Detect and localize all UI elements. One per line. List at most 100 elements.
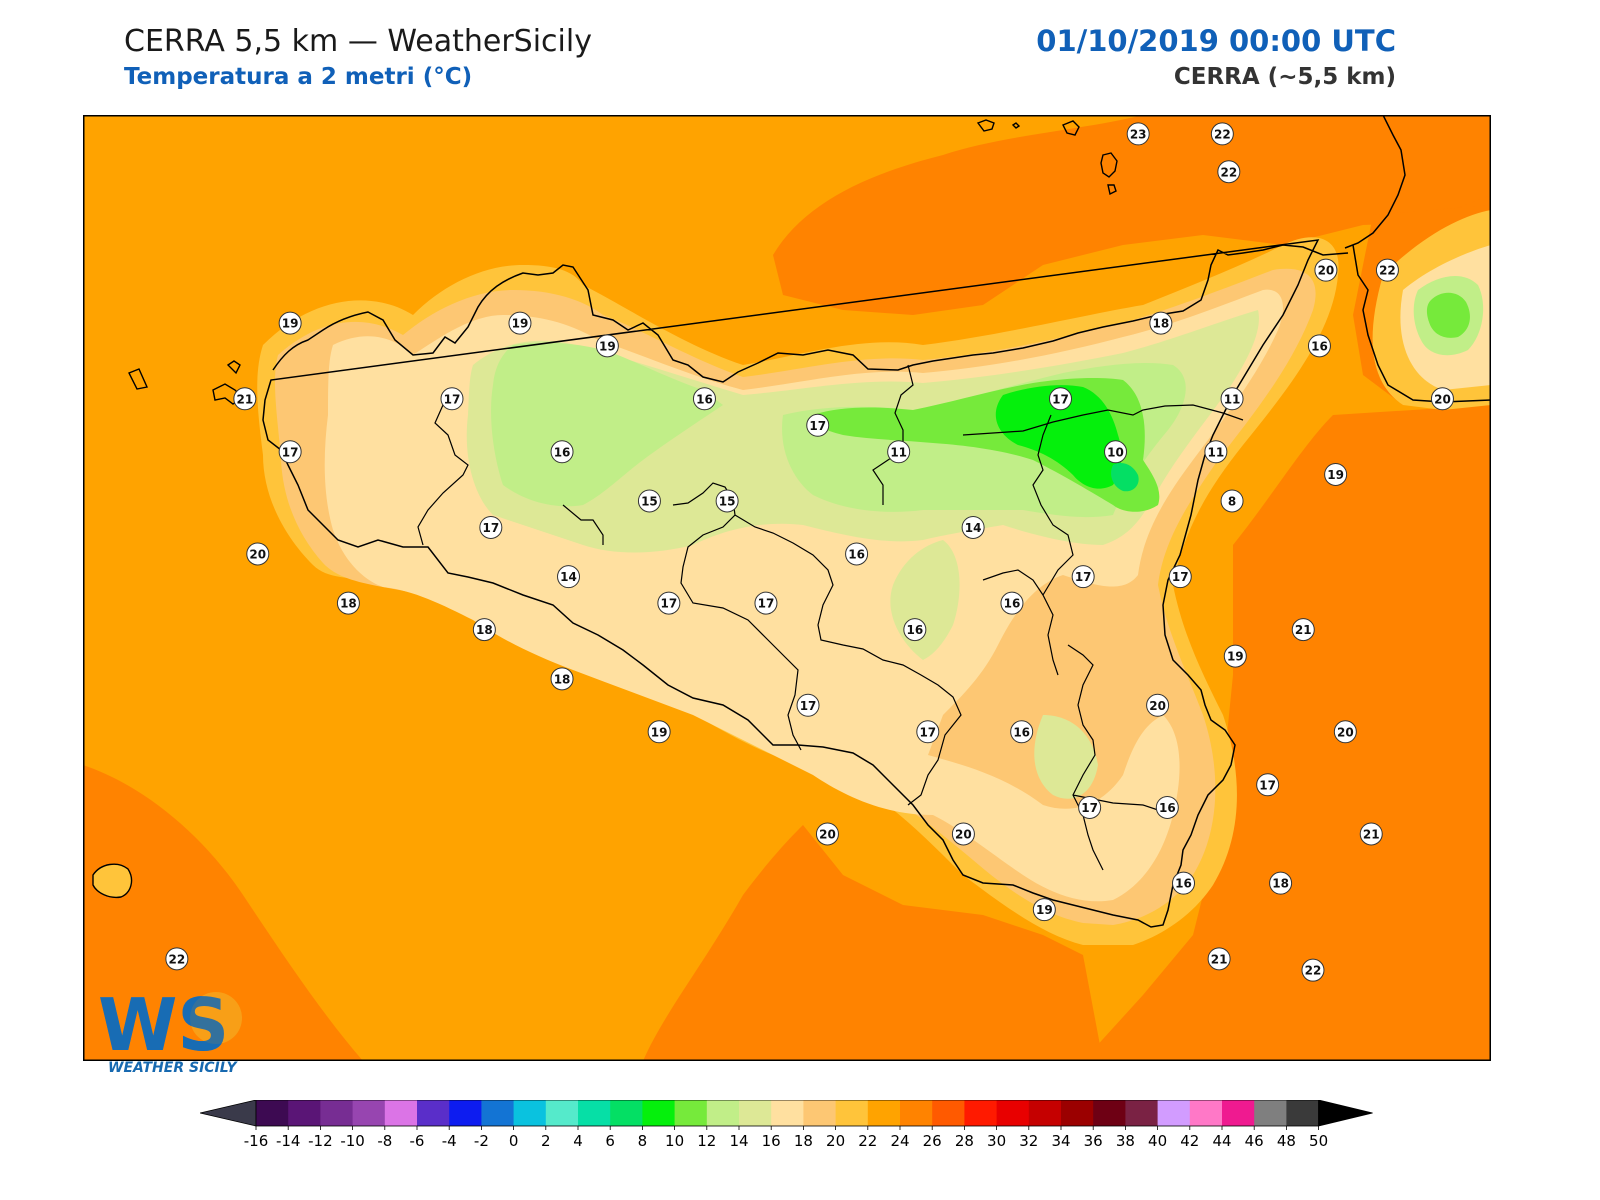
station-value: 10	[1107, 445, 1124, 459]
station-value: 17	[1172, 570, 1189, 584]
station-value: 16	[1004, 597, 1021, 611]
station-marker: 17	[278, 440, 302, 464]
station-marker: 22	[1375, 258, 1399, 282]
map-title: CERRA 5,5 km — WeatherSicily	[124, 24, 592, 59]
station-marker: 19	[595, 334, 619, 358]
land-band-14	[491, 342, 723, 507]
colorbar-cell	[867, 1100, 901, 1126]
station-marker: 19	[278, 311, 302, 335]
station-bubble	[1217, 160, 1241, 184]
station-value: 17	[1259, 778, 1276, 792]
station-value: 22	[1379, 264, 1396, 278]
station-marker: 11	[1220, 387, 1244, 411]
colorbar-tick-label: 36	[1084, 1132, 1103, 1150]
station-marker: 20	[246, 542, 270, 566]
station-marker: 17	[1168, 565, 1192, 589]
station-bubble	[815, 822, 839, 846]
station-value: 19	[599, 339, 616, 353]
colorbar-tick-label: -14	[276, 1132, 301, 1150]
station-value: 19	[282, 317, 299, 331]
station-bubble	[1220, 489, 1244, 513]
station-marker: 17	[1049, 387, 1073, 411]
colorbar-tick-label: 18	[794, 1132, 813, 1150]
station-marker: 21	[233, 387, 257, 411]
colorbar-tick-label: 0	[509, 1132, 519, 1150]
station-marker: 10	[1104, 440, 1128, 464]
colorbar-cell	[1222, 1100, 1255, 1126]
station-bubble	[233, 387, 257, 411]
colorbar-cell	[1061, 1100, 1094, 1126]
station-value: 20	[1149, 699, 1166, 713]
station-marker: 18	[1269, 871, 1293, 895]
station-value: 22	[1220, 165, 1237, 179]
station-value: 15	[641, 494, 658, 508]
station-value: 16	[1175, 877, 1192, 891]
temperature-map: 23 22 22 19 19 19 21 17 16 17 17 18 16 20 22 20 17 16 11 10…	[83, 115, 1491, 1061]
station-marker: 17	[440, 387, 464, 411]
station-bubble	[951, 822, 975, 846]
station-bubble	[278, 440, 302, 464]
station-bubble	[961, 515, 985, 539]
colorbar-tick-label: -12	[308, 1132, 333, 1150]
colorbar-cell	[996, 1100, 1030, 1126]
station-value: 18	[340, 597, 357, 611]
station-bubble	[595, 334, 619, 358]
station-bubble	[1207, 947, 1231, 971]
colorbar-cell	[545, 1100, 579, 1126]
station-value: 11	[1208, 445, 1225, 459]
station-bubble	[336, 591, 360, 615]
station-value: 18	[554, 672, 571, 686]
station-marker: 17	[657, 591, 681, 615]
station-marker: 19	[508, 311, 532, 335]
station-marker: 19	[647, 720, 671, 744]
station-marker: 23	[1126, 122, 1150, 146]
station-marker: 17	[1078, 795, 1102, 819]
station-value: 19	[651, 725, 668, 739]
station-marker: 20	[1333, 720, 1357, 744]
colorbar-cell	[352, 1100, 386, 1126]
colorbar-cell	[1254, 1100, 1287, 1126]
colorbar-tick-label: -8	[377, 1132, 392, 1150]
colorbar-extend-min	[200, 1100, 257, 1127]
station-bubble	[1269, 871, 1293, 895]
station-bubble	[472, 618, 496, 642]
station-value: 19	[1036, 903, 1053, 917]
station-bubble	[647, 720, 671, 744]
colorbar-cell	[1286, 1100, 1320, 1126]
colorbar-tick-label: -4	[442, 1132, 457, 1150]
station-bubble	[1010, 720, 1034, 744]
map-subtitle: Temperatura a 2 metri (°C)	[124, 64, 473, 90]
station-value: 17	[758, 597, 775, 611]
colorbar-cell	[803, 1100, 837, 1126]
station-marker: 21	[1359, 822, 1383, 846]
colorbar-tick-label: 32	[1019, 1132, 1038, 1150]
station-bubble	[1220, 387, 1244, 411]
colorbar-tick-label: 40	[1148, 1132, 1167, 1150]
station-value: 11	[1224, 392, 1241, 406]
colorbar-tick-label: 34	[1051, 1132, 1070, 1150]
station-marker: 17	[754, 591, 778, 615]
colorbar-tick-label: 8	[638, 1132, 648, 1150]
station-bubble	[1301, 958, 1325, 982]
colorbar-tick-label: -16	[244, 1132, 269, 1150]
station-bubble	[796, 693, 820, 717]
pantelleria	[92, 863, 133, 899]
colorbar-cell	[1093, 1100, 1126, 1126]
station-marker: 16	[1172, 871, 1196, 895]
colorbar-cell	[449, 1100, 482, 1126]
station-bubble	[550, 667, 574, 691]
colorbar-cell	[513, 1100, 547, 1126]
colorbar-cell	[706, 1100, 740, 1126]
station-value: 20	[249, 547, 266, 561]
station-marker: 19	[1223, 644, 1247, 668]
colorbar-cell	[1157, 1100, 1191, 1126]
station-bubble	[1210, 122, 1234, 146]
station-bubble	[1314, 258, 1338, 282]
colorbar-tick-label: 14	[729, 1132, 748, 1150]
station-bubble	[1324, 462, 1348, 486]
station-value: 21	[236, 392, 253, 406]
colorbar-tick-label: 28	[955, 1132, 974, 1150]
station-value: 16	[848, 547, 865, 561]
station-marker: 18	[336, 591, 360, 615]
station-value: 17	[1075, 570, 1092, 584]
